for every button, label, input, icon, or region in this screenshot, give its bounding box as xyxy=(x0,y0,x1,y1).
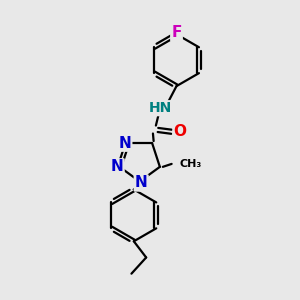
Text: N: N xyxy=(135,176,148,190)
Text: O: O xyxy=(173,124,187,139)
Text: CH₃: CH₃ xyxy=(180,159,202,169)
Text: N: N xyxy=(111,159,124,174)
Text: HN: HN xyxy=(149,101,172,115)
Text: N: N xyxy=(118,136,131,151)
Text: F: F xyxy=(171,25,182,40)
